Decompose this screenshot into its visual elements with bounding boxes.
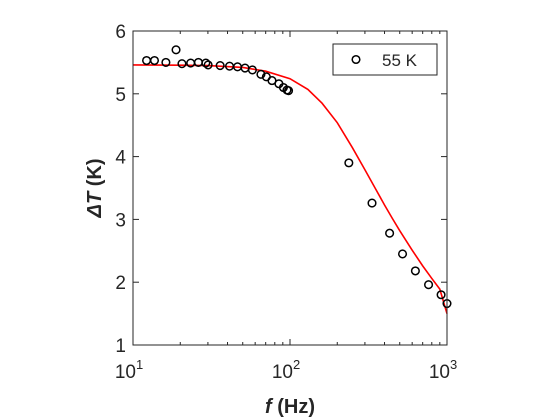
plot-frame [132,30,448,346]
fit-curve [132,64,448,314]
data-point-marker [397,249,408,259]
x-tick-label-base: 10 [272,362,293,383]
legend-box [332,43,438,76]
y-axis-unit: (K) [84,159,106,192]
x-tick-label: 102 [272,357,300,383]
data-point-marker [385,228,395,238]
y-tick-label: 4 [115,148,126,169]
data-point-marker [203,60,213,70]
data-point-marker [161,57,171,67]
data-point-marker [171,45,181,55]
data-point-marker [177,59,187,69]
y-tick-label: 5 [115,85,126,106]
fit-curve-layer [132,64,448,314]
data-point-marker [284,86,294,96]
x-tick-label-exponent: 1 [136,357,143,372]
data-point-marker [424,280,434,290]
legend: 55 K [332,43,438,76]
x-tick-label-base: 10 [429,362,450,383]
x-tick-label-base: 10 [115,362,136,383]
data-point-marker [201,58,211,68]
y-axis-symbol: ΔT [84,190,106,218]
x-tick-label-exponent: 2 [293,357,300,372]
data-point-marker [247,65,257,75]
legend-label: 55 K [382,51,418,70]
data-point-marker [215,60,225,71]
x-tick-label: 101 [115,357,143,383]
y-tick-label: 6 [115,22,126,43]
x-axis-symbol: f [265,396,274,418]
plot-area [133,31,447,345]
data-point-marker [256,69,266,79]
y-tick-label: 2 [115,273,126,294]
data-point-marker [344,158,354,168]
y-tick-label: 3 [115,210,126,231]
x-tick-label: 103 [429,357,457,383]
data-point-marker [410,266,420,276]
data-point-marker [436,290,446,300]
data-point-marker [149,55,160,66]
legend-marker-icon [351,54,361,65]
x-axis-unit: (Hz) [272,396,315,418]
y-tick-label: 1 [115,336,126,357]
x-tick-label-exponent: 3 [450,357,457,372]
x-axis-label: f (Hz) [265,396,315,418]
y-axis-label: ΔT (K) [84,159,106,219]
data-markers-layer [142,45,452,309]
data-point-marker [367,198,377,208]
